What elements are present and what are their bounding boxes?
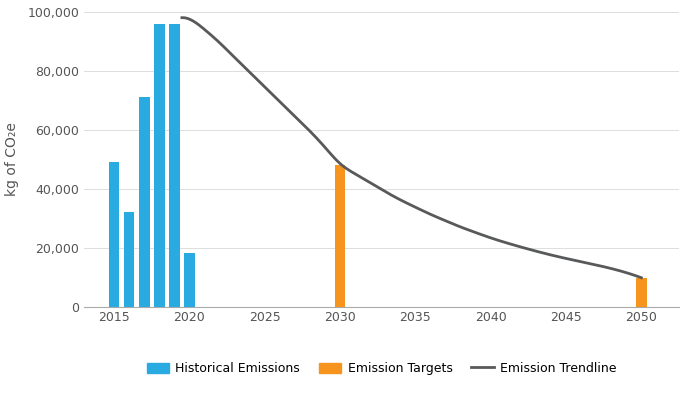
Legend: Historical Emissions, Emission Targets, Emission Trendline: Historical Emissions, Emission Targets, … (141, 357, 622, 380)
Bar (169, 24, 180, 307)
Bar (154, 24, 164, 307)
Bar (335, 165, 345, 307)
Bar (109, 162, 120, 307)
Bar (636, 278, 647, 307)
Y-axis label: kg of CO₂e: kg of CO₂e (5, 122, 19, 196)
Bar (139, 97, 150, 307)
Bar (124, 212, 134, 307)
Bar (184, 253, 195, 307)
